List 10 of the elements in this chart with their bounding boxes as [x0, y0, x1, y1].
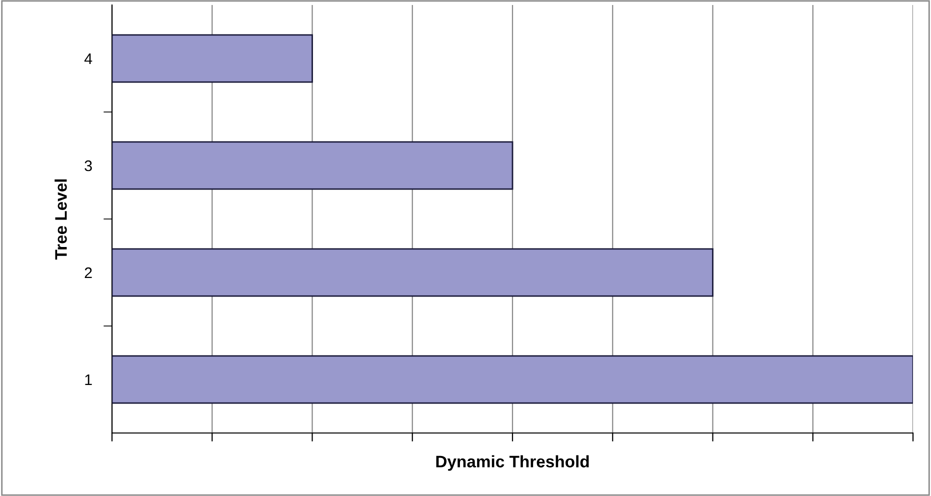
bar — [112, 141, 514, 190]
y-tick-label: 3 — [84, 160, 92, 172]
y-tick-label: 4 — [84, 54, 92, 64]
y-axis-title: Tree Level — [54, 179, 67, 260]
y-tick-label: 1 — [85, 374, 92, 386]
bar — [112, 355, 913, 404]
y-tick-label: 2 — [84, 267, 92, 278]
x-axis-title: Dynamic Threshold — [436, 455, 589, 471]
bar — [112, 248, 714, 297]
bar — [112, 34, 313, 83]
